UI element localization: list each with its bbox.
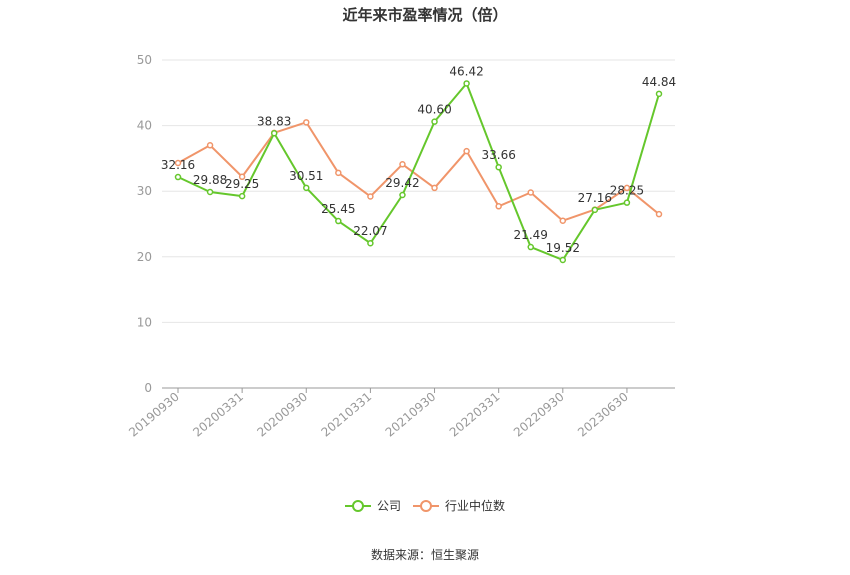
legend-industry-marker-icon [413, 499, 439, 513]
data-point-company [270, 130, 278, 137]
data-point-industry [174, 159, 182, 167]
legend-industry-label: 行业中位数 [445, 499, 506, 513]
legend-item-industry[interactable]: 行业中位数 [413, 497, 505, 514]
data-label-company: 29.25 [225, 177, 259, 191]
series-line-industry [177, 121, 660, 222]
legend-company-label: 公司 [376, 499, 401, 513]
data-point-industry [655, 210, 663, 218]
data-point-company [495, 163, 502, 171]
data-label-company: 38.83 [257, 114, 291, 128]
x-tick-label: 20200331 [190, 390, 246, 440]
legend-company-marker-icon [344, 499, 371, 513]
x-tick-label: 20230630 [575, 390, 631, 440]
data-point-industry [303, 119, 310, 126]
data-point-company [431, 118, 438, 125]
data-point-industry [527, 189, 534, 196]
data-point-company [591, 206, 599, 214]
x-tick-label: 20210930 [383, 390, 439, 440]
data-label-company: 29.42 [385, 176, 419, 190]
data-point-company [623, 199, 631, 206]
data-point-industry [335, 169, 342, 177]
data-point-industry [367, 193, 374, 200]
data-label-company: 40.60 [417, 103, 451, 117]
data-point-company [463, 80, 470, 87]
data-point-company [367, 239, 374, 247]
data-point-company [303, 184, 310, 192]
data-source-note: 数据来源：恒生聚源 [370, 548, 479, 562]
data-point-industry [623, 184, 631, 192]
x-tick-label: 20210331 [319, 390, 375, 440]
data-label-company: 44.84 [642, 75, 676, 89]
data-point-industry [238, 173, 246, 181]
y-tick-label: 0 [144, 381, 152, 395]
data-label-company: 22.07 [353, 224, 387, 238]
data-label-company: 30.51 [289, 169, 323, 183]
data-point-company [238, 192, 246, 200]
y-tick-label: 10 [137, 315, 152, 329]
series-line-company [177, 82, 660, 261]
data-point-industry [495, 203, 502, 210]
data-point-company [527, 243, 534, 251]
data-label-company: 25.45 [321, 202, 355, 216]
chart-legend: 公司 行业中位数 [0, 497, 850, 514]
x-tick-label: 20200930 [254, 390, 310, 440]
x-tick-label: 20190930 [126, 390, 182, 440]
x-tick-label: 20220930 [511, 390, 567, 440]
data-point-industry [559, 217, 567, 224]
y-tick-label: 30 [137, 184, 152, 198]
data-label-company: 32.16 [161, 158, 195, 172]
data-label-company: 27.16 [578, 191, 612, 205]
data-point-company [206, 188, 214, 196]
data-label-company: 21.49 [514, 228, 548, 242]
data-point-industry [431, 184, 438, 192]
data-point-industry [206, 142, 214, 149]
data-point-company [174, 173, 182, 181]
data-point-company [399, 191, 406, 199]
data-label-company: 46.42 [449, 64, 483, 78]
data-point-company [655, 90, 663, 98]
data-point-industry [399, 161, 406, 168]
y-tick-label: 40 [137, 119, 152, 133]
data-point-company [559, 256, 567, 264]
data-label-company: 33.66 [481, 148, 515, 162]
y-tick-label: 50 [137, 53, 152, 67]
chart-title: 近年来市盈率情况（倍） [342, 6, 508, 24]
data-point-company [335, 217, 342, 225]
data-label-company: 28.25 [610, 184, 644, 198]
x-tick-label: 20220331 [447, 390, 503, 440]
y-tick-label: 20 [137, 250, 152, 264]
data-point-industry [463, 147, 470, 155]
data-label-company: 29.88 [193, 173, 227, 187]
data-label-company: 19.52 [546, 241, 580, 255]
legend-item-company[interactable]: 公司 [344, 497, 401, 514]
